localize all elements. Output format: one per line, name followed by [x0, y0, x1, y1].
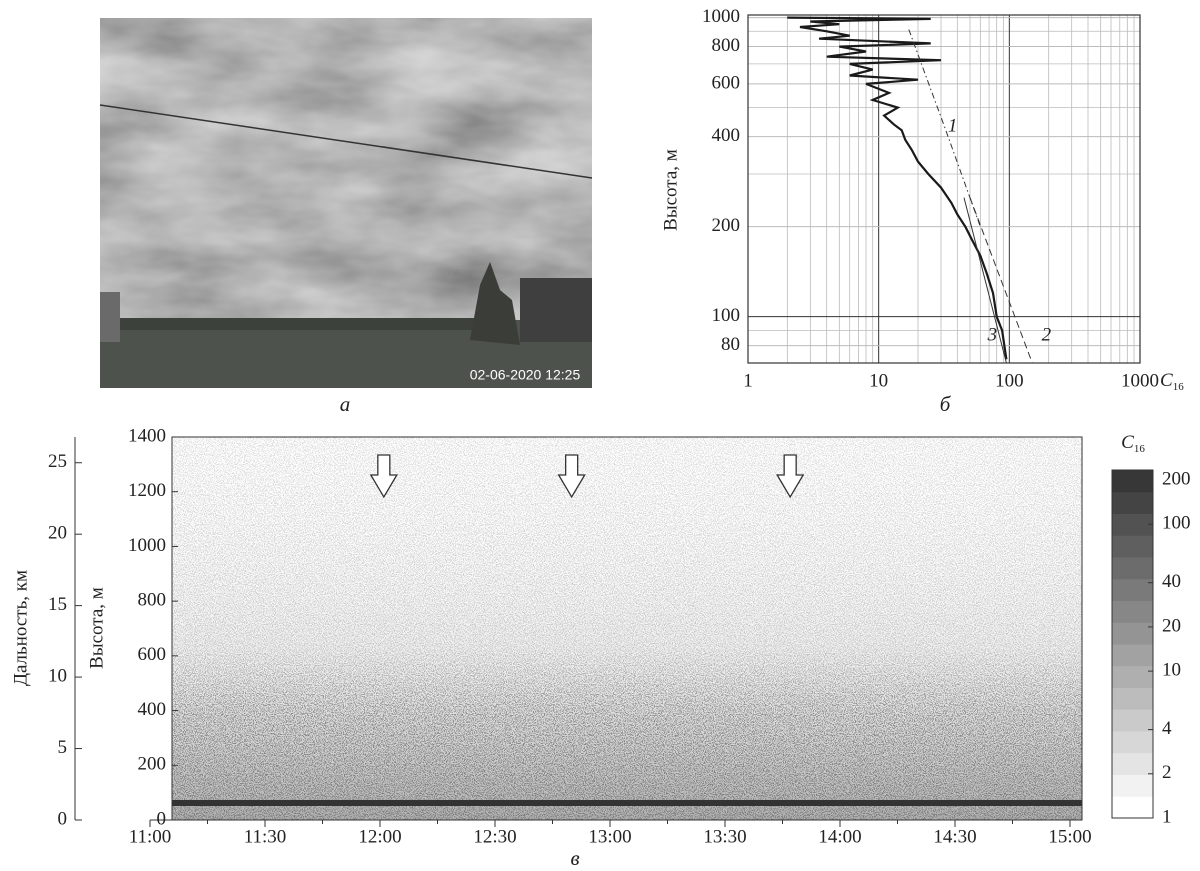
heatmap-speckle	[172, 437, 1082, 820]
colorbar-tick-label: 1	[1162, 806, 1172, 827]
x-axis-label-sub: 16	[1173, 381, 1185, 393]
colorbar-band	[1112, 491, 1153, 514]
y-tick-label: 200	[712, 215, 741, 236]
colorbar-tick-label: 4	[1162, 718, 1172, 739]
y-tick-label: 200	[138, 754, 167, 775]
y2-tick-label: 10	[48, 665, 67, 686]
y-tick-label: 600	[712, 72, 741, 93]
caption: а	[340, 392, 351, 416]
y-tick-label: 400	[712, 125, 741, 146]
treeline	[100, 318, 480, 330]
y2-axis-label: Дальность, км	[10, 570, 31, 686]
x-tick-label: 11:30	[244, 826, 287, 847]
colorbar-band	[1112, 622, 1153, 645]
x-tick-label: 13:30	[703, 826, 746, 847]
y-tick-label: 800	[712, 35, 741, 56]
series-line	[963, 197, 1007, 364]
building	[100, 292, 120, 342]
y-axis-label: Высота, м	[660, 149, 681, 231]
x-tick-label: 15:00	[1048, 826, 1091, 847]
arrow	[369, 454, 398, 499]
x-tick-label: 12:00	[358, 826, 401, 847]
colorbar-band	[1112, 709, 1153, 732]
series-label: 2	[1042, 324, 1052, 345]
charts: 1 10 100 1000801002004006008001000123Высота…	[10, 6, 1190, 870]
y-tick-label: 1000	[128, 535, 166, 556]
x-tick-label: 11:00	[129, 826, 172, 847]
sky	[100, 18, 592, 328]
colorbar-band	[1112, 731, 1153, 754]
colorbar-tick-label: 2	[1162, 762, 1172, 783]
series-label: 3	[987, 324, 998, 345]
colorbar-tick-label: 200	[1162, 468, 1191, 489]
y-tick-label: 0	[157, 808, 167, 829]
x-tick-label: 10	[869, 370, 888, 391]
photo: 02-06-2020 12:25 а	[99, 18, 593, 416]
colorbar-tick-label: 100	[1162, 513, 1191, 534]
plot-frame	[747, 14, 1141, 364]
x-tick-label: 14:30	[933, 826, 976, 847]
x-tick-label: 1000	[1121, 370, 1159, 391]
y-tick-label: 600	[138, 644, 167, 665]
colorbar-title-sub: 16	[1134, 443, 1146, 455]
y2-tick-label: 25	[48, 451, 67, 472]
y-tick-label: 1000	[702, 6, 740, 27]
x-tick-label: 13:00	[588, 826, 631, 847]
colorbar-title-main: C	[1121, 432, 1134, 453]
heatmap-image	[172, 437, 1082, 820]
building	[520, 278, 592, 342]
y2-tick-label: 15	[48, 594, 67, 615]
colorbar-band	[1112, 600, 1153, 623]
y2-tick-label: 5	[58, 737, 68, 758]
ground-echo	[172, 800, 1082, 806]
colorbar-band	[1112, 796, 1153, 819]
colorbar-band	[1112, 535, 1153, 558]
x-axis-label-main: C	[1160, 370, 1173, 391]
colorbar-band	[1112, 644, 1153, 667]
x-tick-label: 1	[743, 370, 753, 391]
caption: б	[940, 392, 952, 416]
colorbar-tick-label: 20	[1162, 615, 1181, 636]
colorbar-band	[1112, 774, 1153, 797]
y-tick-label: 800	[138, 590, 167, 611]
y2-tick-label: 0	[58, 808, 68, 829]
colorbar-band	[1112, 470, 1153, 493]
colorbar-frame	[1111, 469, 1154, 819]
series-line	[908, 29, 981, 227]
x-tick-label: 12:30	[473, 826, 516, 847]
arrow	[776, 454, 805, 499]
series-line	[969, 197, 1033, 364]
colorbar-band	[1112, 578, 1153, 601]
colorbar-band	[1112, 665, 1153, 688]
x-tick-label: 100	[995, 370, 1024, 391]
arrow	[557, 454, 586, 499]
y-tick-label: 80	[721, 334, 740, 355]
colorbar-title: C16	[1121, 432, 1145, 454]
series-line	[787, 16, 1008, 360]
colorbar-tick-label: 40	[1162, 571, 1181, 592]
timestamp: 02-06-2020 12:25	[470, 367, 581, 383]
tree	[470, 262, 520, 345]
x-tick-label: 14:00	[818, 826, 861, 847]
x-axis-label: C16	[1160, 370, 1184, 392]
series-label: 1	[948, 116, 958, 137]
colorbar-tick-label: 10	[1162, 659, 1181, 680]
y-axis-label: Высота, м	[86, 587, 107, 669]
y-tick-label: 1200	[128, 480, 166, 501]
y-tick-label: 1400	[128, 425, 166, 446]
colorbar-band	[1112, 687, 1153, 710]
colorbar-band	[1112, 513, 1153, 536]
colorbar-band	[1112, 752, 1153, 775]
colorbar-band	[1112, 557, 1153, 580]
power-line	[99, 104, 593, 179]
y-tick-label: 100	[712, 305, 741, 326]
y-tick-label: 400	[138, 699, 167, 720]
y2-tick-label: 20	[48, 523, 67, 544]
caption: в	[570, 846, 579, 870]
